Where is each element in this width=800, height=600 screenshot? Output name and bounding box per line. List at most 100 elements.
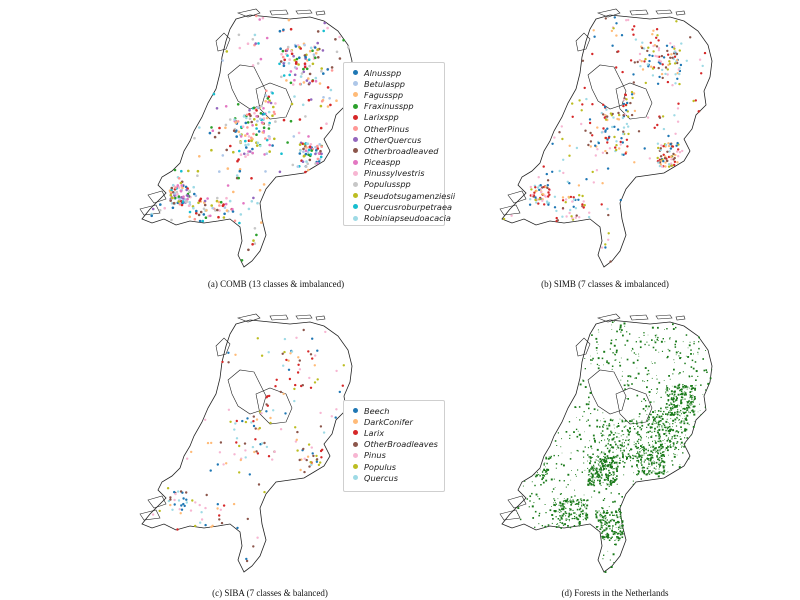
sample-point bbox=[692, 99, 695, 103]
legend-marker bbox=[353, 170, 358, 176]
sample-point bbox=[674, 132, 677, 135]
sample-point bbox=[670, 164, 674, 167]
sample-point bbox=[185, 200, 188, 203]
forest-cover bbox=[517, 321, 713, 573]
sample-point bbox=[198, 503, 201, 507]
sample-point bbox=[638, 58, 641, 62]
sample-point bbox=[307, 350, 310, 353]
sample-point bbox=[621, 70, 624, 74]
sample-point bbox=[605, 151, 609, 155]
sample-point bbox=[278, 170, 282, 174]
sample-point bbox=[312, 53, 316, 56]
sample-point bbox=[304, 165, 308, 168]
sample-point bbox=[335, 369, 338, 373]
sample-point bbox=[667, 134, 670, 138]
sample-point bbox=[175, 190, 179, 194]
sample-point bbox=[232, 129, 236, 132]
sample-point bbox=[293, 399, 296, 403]
sample-point bbox=[625, 138, 629, 141]
sample-point bbox=[282, 364, 285, 367]
sample-point bbox=[236, 159, 239, 163]
sample-point bbox=[197, 213, 201, 217]
sample-point bbox=[314, 56, 317, 60]
sample-point bbox=[246, 517, 249, 521]
sample-point bbox=[188, 189, 191, 193]
sample-point bbox=[319, 155, 323, 159]
sample-point bbox=[674, 82, 677, 85]
sample-point bbox=[325, 122, 328, 125]
sample-point bbox=[672, 45, 676, 48]
sample-point bbox=[228, 199, 232, 203]
sample-point bbox=[572, 196, 575, 199]
sample-point bbox=[316, 48, 320, 51]
sample-point bbox=[278, 62, 281, 66]
sample-point bbox=[658, 59, 661, 62]
sample-point bbox=[656, 123, 659, 127]
sample-point bbox=[218, 451, 222, 454]
sample-point bbox=[286, 141, 289, 144]
sample-point bbox=[594, 144, 597, 147]
sample-point bbox=[169, 193, 173, 197]
sample-point bbox=[178, 202, 182, 206]
sample-point bbox=[675, 52, 679, 56]
sample-point bbox=[260, 412, 263, 415]
sample-point bbox=[677, 155, 680, 158]
sample-point bbox=[174, 492, 177, 496]
sample-point bbox=[247, 207, 251, 211]
legend-label: Larix bbox=[364, 427, 385, 438]
sample-point bbox=[679, 63, 683, 67]
sample-point bbox=[226, 184, 230, 187]
sample-point bbox=[256, 337, 259, 340]
sample-point bbox=[302, 67, 305, 71]
sample-point bbox=[227, 361, 230, 364]
sample-point bbox=[251, 151, 254, 155]
sample-point bbox=[297, 63, 300, 66]
sample-point bbox=[251, 124, 254, 127]
sample-point bbox=[667, 165, 671, 168]
map-forest bbox=[499, 313, 713, 573]
sample-point bbox=[252, 415, 255, 418]
sample-point bbox=[666, 68, 669, 71]
sample-point bbox=[641, 46, 644, 50]
sample-point bbox=[272, 105, 275, 109]
sample-point bbox=[239, 141, 242, 144]
sample-point bbox=[310, 446, 313, 449]
sample-point bbox=[174, 186, 177, 189]
sample-point bbox=[235, 174, 239, 177]
sample-point bbox=[581, 103, 584, 106]
sample-point bbox=[330, 415, 333, 418]
sample-point bbox=[562, 171, 565, 175]
sample-point bbox=[211, 206, 214, 210]
sample-point bbox=[535, 201, 538, 204]
sample-point bbox=[588, 118, 592, 121]
sample-point bbox=[265, 36, 269, 40]
sample-point bbox=[629, 101, 632, 105]
sample-point bbox=[326, 105, 330, 108]
sample-point bbox=[698, 58, 702, 61]
sample-point bbox=[244, 449, 247, 452]
legend-label: Beech bbox=[364, 405, 390, 416]
sample-point bbox=[670, 53, 673, 56]
sample-point bbox=[251, 243, 254, 246]
sample-point bbox=[670, 158, 673, 161]
sample-point bbox=[216, 507, 219, 510]
sample-point bbox=[661, 165, 664, 168]
sample-point bbox=[615, 66, 618, 69]
sample-point bbox=[676, 161, 679, 164]
sample-point bbox=[575, 214, 578, 217]
sample-point bbox=[604, 149, 607, 153]
sample-point bbox=[676, 141, 679, 145]
sample-point bbox=[597, 141, 600, 145]
sample-point bbox=[606, 127, 609, 130]
sample-point bbox=[248, 117, 252, 120]
sample-point bbox=[264, 170, 267, 173]
sample-point bbox=[253, 111, 256, 115]
sample-point bbox=[307, 168, 310, 172]
sample-point bbox=[209, 469, 212, 472]
sample-point bbox=[309, 353, 313, 356]
sample-points bbox=[151, 328, 345, 563]
sample-point bbox=[568, 211, 571, 215]
legend-siba-items: Beech DarkConifer Larix OtherBroadleaves Pin… bbox=[350, 405, 438, 483]
sample-point bbox=[242, 202, 245, 205]
sample-point bbox=[246, 121, 250, 124]
